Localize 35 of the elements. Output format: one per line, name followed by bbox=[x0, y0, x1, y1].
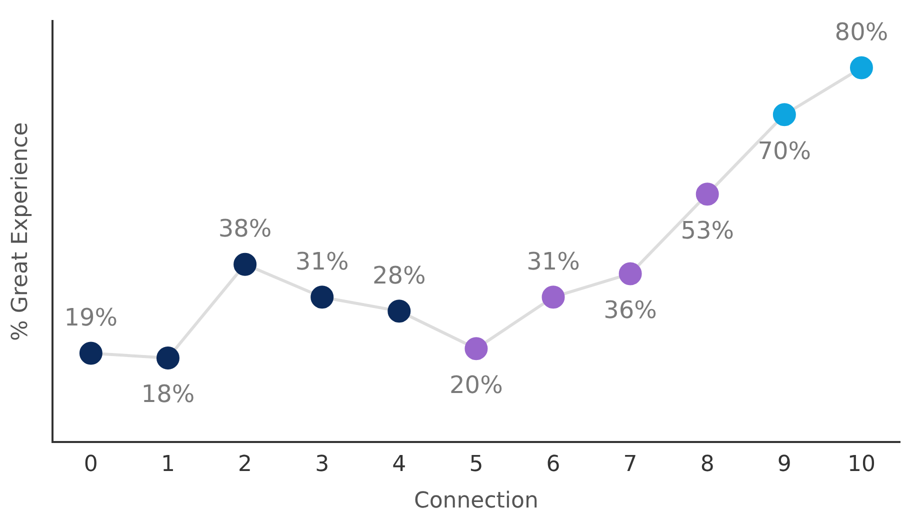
data-label: 19% bbox=[64, 304, 118, 332]
y-axis-title: % Great Experience bbox=[8, 122, 33, 342]
x-tick-label: 3 bbox=[315, 452, 330, 478]
data-label: 31% bbox=[295, 247, 349, 276]
x-tick-label: 4 bbox=[392, 452, 406, 478]
point bbox=[388, 300, 411, 323]
x-axis-title: Connection bbox=[414, 488, 538, 514]
data-label: 36% bbox=[604, 296, 657, 324]
data-label: 38% bbox=[218, 214, 272, 243]
point bbox=[464, 337, 488, 360]
x-tick-label: 8 bbox=[700, 452, 714, 478]
data-label: 20% bbox=[450, 370, 503, 399]
point bbox=[618, 262, 642, 286]
data-label: 28% bbox=[372, 261, 426, 290]
data-label: 31% bbox=[526, 247, 580, 276]
x-tick-label: 6 bbox=[546, 452, 560, 478]
data-label: 70% bbox=[758, 136, 812, 165]
data-label: 53% bbox=[680, 216, 734, 244]
point bbox=[234, 252, 257, 276]
x-tick-label: 9 bbox=[777, 452, 792, 478]
point bbox=[542, 286, 565, 309]
x-tick-label: 1 bbox=[160, 452, 175, 478]
point bbox=[156, 346, 180, 370]
point bbox=[79, 342, 102, 365]
x-tick-label: 7 bbox=[623, 452, 638, 478]
x-tick-label: 5 bbox=[469, 452, 484, 478]
point bbox=[310, 286, 334, 309]
x-tick-label: 2 bbox=[238, 452, 252, 478]
point bbox=[696, 182, 719, 206]
x-tick-label: 10 bbox=[847, 452, 876, 478]
x-tick-label: 0 bbox=[84, 452, 98, 478]
point bbox=[772, 103, 796, 126]
data-label: 18% bbox=[141, 380, 195, 408]
point bbox=[850, 56, 873, 80]
data-label: 80% bbox=[834, 18, 888, 46]
